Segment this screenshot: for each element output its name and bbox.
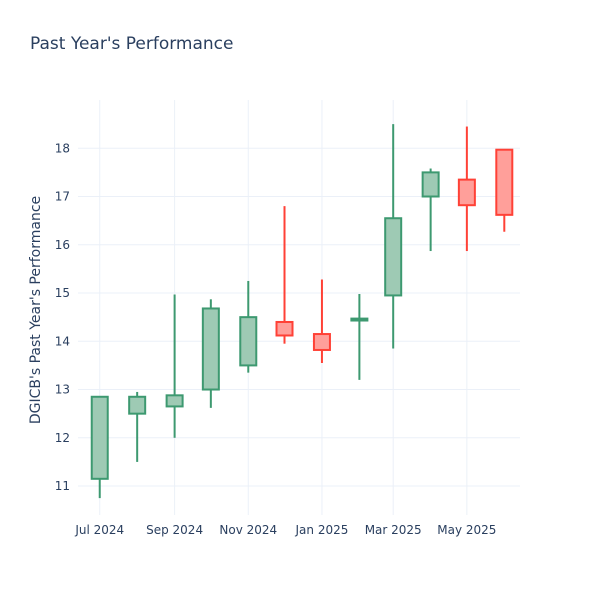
- y-tick-label: 18: [55, 141, 70, 155]
- y-tick-label: 14: [55, 334, 70, 348]
- candle-body: [384, 217, 403, 297]
- candle: [275, 206, 294, 344]
- candle: [495, 148, 514, 232]
- candle-body: [128, 395, 147, 415]
- candle: [239, 280, 258, 373]
- candle: [350, 293, 369, 380]
- candle-body: [350, 317, 369, 322]
- x-tick-label: Sep 2024: [146, 523, 203, 537]
- candle-body: [312, 333, 331, 351]
- candle: [90, 395, 109, 499]
- grid-layer: [78, 100, 520, 515]
- y-tick-label: 13: [55, 383, 70, 397]
- x-tick-label: Jan 2025: [295, 523, 349, 537]
- x-tick-label: May 2025: [437, 523, 496, 537]
- y-tick-label: 12: [55, 431, 70, 445]
- candle-body: [457, 178, 476, 207]
- candle: [421, 168, 440, 252]
- x-tick-label: Mar 2025: [365, 523, 422, 537]
- y-tick-label: 15: [55, 286, 70, 300]
- chart-title: Past Year's Performance: [30, 34, 234, 54]
- candle: [128, 391, 147, 462]
- candle-body: [421, 171, 440, 198]
- candle: [165, 294, 184, 438]
- y-tick-label: 16: [55, 238, 70, 252]
- y-tick-label: 17: [55, 190, 70, 204]
- candle: [384, 124, 403, 349]
- candle-body: [239, 316, 258, 367]
- x-tick-label: Jul 2024: [74, 523, 124, 537]
- x-axis-ticks: Jul 2024 Sep 2024 Nov 2024 Jan 2025 Mar 2025…: [74, 523, 496, 537]
- candle-body: [201, 307, 220, 391]
- candle: [457, 126, 476, 252]
- y-axis-title: DGICB's Past Year's Performance: [28, 196, 44, 424]
- candle-body: [275, 320, 294, 337]
- y-tick-label: 11: [55, 479, 70, 493]
- candle-body: [495, 148, 514, 216]
- candle: [312, 279, 331, 363]
- candle: [201, 299, 220, 408]
- x-tick-label: Nov 2024: [219, 523, 277, 537]
- y-axis-ticks: 11 12 13 14 15 16 17 18: [55, 141, 70, 493]
- candle-body: [165, 394, 184, 408]
- candle-layer: [90, 124, 514, 499]
- candle-body: [90, 395, 109, 480]
